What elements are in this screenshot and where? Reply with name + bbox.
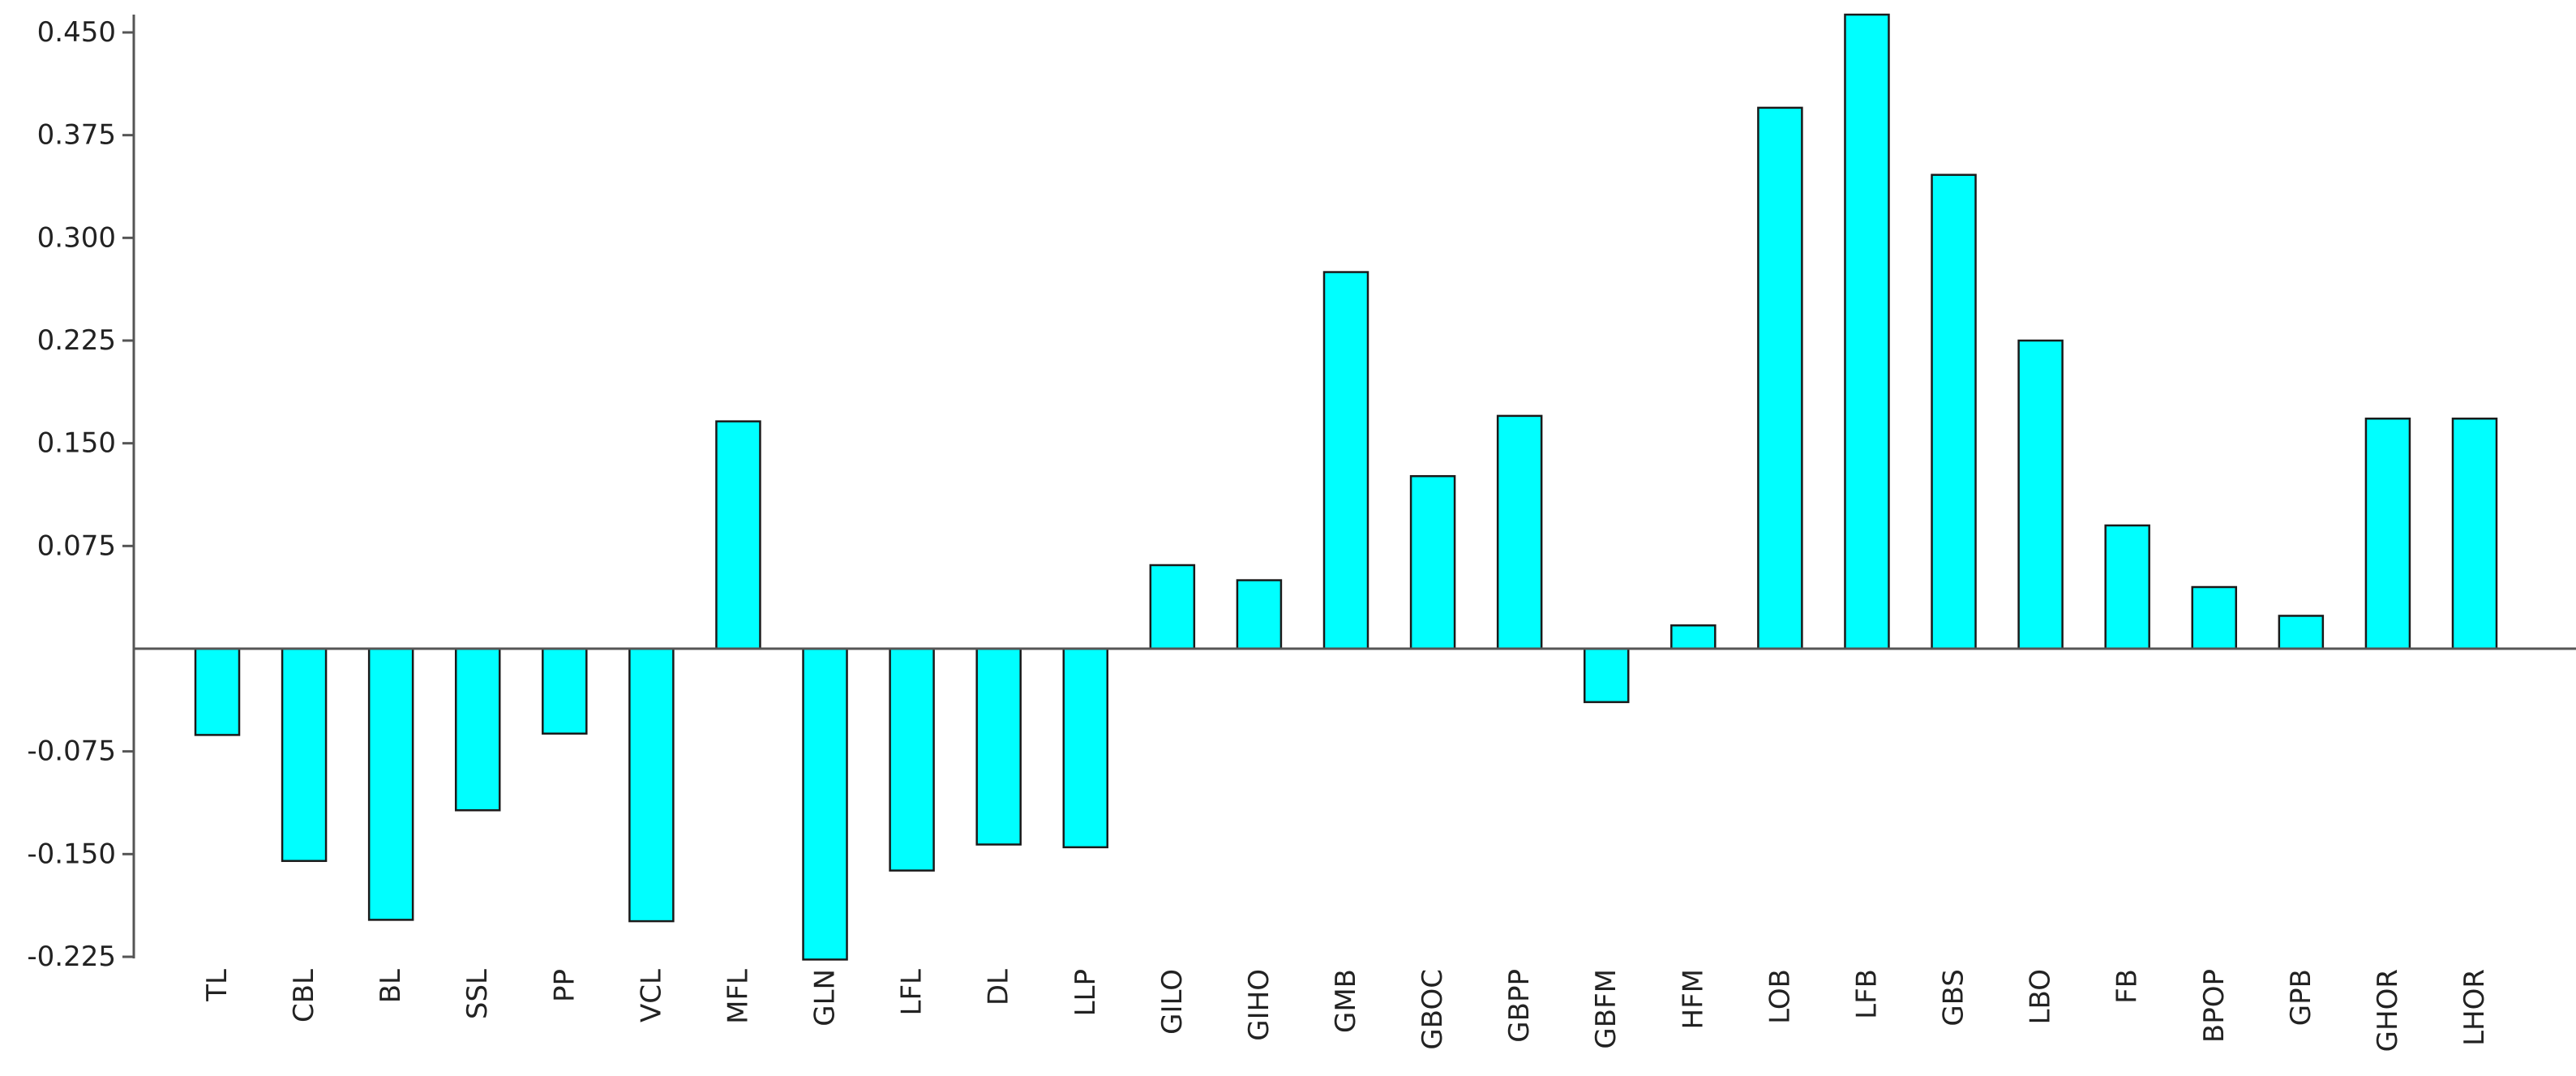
x-category-label: LFL (896, 969, 928, 1015)
y-tick-label: -0.225 (27, 941, 116, 973)
x-category-label: GHOR (2372, 969, 2404, 1052)
x-category-label: LHOR (2458, 969, 2491, 1046)
bar-lfb (1844, 13, 1890, 650)
x-axis-labels: TL CBL BL SSL PP VCL MFL GLN LFL DL LLP GILO GIHO GMB… (201, 969, 2491, 1052)
x-category-label: LOB (1764, 969, 1796, 1024)
x-category-label: SSL (461, 969, 494, 1019)
bar-lfl (889, 647, 935, 872)
y-tick-label: 0.150 (37, 427, 116, 460)
x-category-label: MFL (722, 969, 754, 1024)
y-axis: 0.450 0.375 0.300 0.225 0.150 0.075 -0.075 -0.1… (27, 15, 135, 973)
x-category-label: GIHO (1243, 969, 1275, 1041)
bar-ghor (2364, 418, 2411, 650)
x-category-label: GILO (1156, 969, 1189, 1035)
bar-cbl (281, 647, 328, 863)
bar-gmb (1322, 271, 1369, 650)
x-category-label: BPOP (2198, 969, 2231, 1043)
bar-pp (542, 647, 588, 735)
bar-ssl (454, 647, 501, 812)
y-tick-label: 0.375 (37, 119, 116, 152)
y-tick-label: -0.075 (27, 735, 116, 768)
x-category-label: CBL (288, 969, 320, 1022)
x-category-label: TL (201, 969, 234, 1002)
x-category-label: LBO (2025, 969, 2057, 1024)
bar-tl (194, 647, 241, 736)
bar-gbpp (1496, 414, 1543, 650)
bar-gbs (1931, 174, 1977, 650)
x-category-label: GBS (1938, 969, 1970, 1027)
x-category-label: VCL (635, 969, 667, 1022)
bar-gboc (1409, 474, 1456, 650)
x-category-label: LFB (1850, 969, 1883, 1019)
x-category-label: GLN (809, 969, 842, 1027)
bars (194, 13, 2498, 961)
bar-llp (1062, 647, 1109, 849)
y-tick-label: 0.300 (37, 221, 116, 254)
x-category-label: DL (983, 969, 1015, 1005)
bar-hfm (1670, 624, 1717, 650)
x-category-label: GBPP (1503, 969, 1536, 1043)
bar-dl (975, 647, 1022, 846)
bar-vcl (628, 647, 675, 923)
y-tick-label: 0.450 (37, 16, 116, 49)
bar-bpop (2191, 585, 2238, 650)
y-tick-label: -0.150 (27, 838, 116, 870)
y-tick-label: 0.075 (37, 529, 116, 562)
x-category-label: GPB (2285, 969, 2317, 1026)
bar-gpb (2278, 615, 2325, 650)
bar-fb (2104, 524, 2150, 650)
x-category-label: HFM (1677, 969, 1709, 1029)
x-category-label: BL (375, 969, 407, 1003)
bar-gilo (1149, 564, 1196, 650)
bar-bl (367, 647, 414, 921)
bar-gln (802, 647, 848, 961)
x-category-label: GBOC (1417, 969, 1449, 1050)
bar-lbo (2017, 339, 2064, 650)
bar-gbfm (1583, 647, 1630, 704)
bar-lhor (2451, 418, 2498, 650)
x-category-label: GBFM (1590, 969, 1622, 1049)
x-category-label: PP (548, 969, 581, 1002)
bar-lob (1757, 106, 1803, 650)
x-category-label: FB (2111, 969, 2144, 1004)
bar-mfl (715, 420, 761, 650)
x-category-label: GMB (1330, 969, 1362, 1033)
y-tick-label: 0.225 (37, 324, 116, 357)
x-category-label: LLP (1069, 969, 1102, 1016)
bar-giho (1236, 579, 1283, 650)
